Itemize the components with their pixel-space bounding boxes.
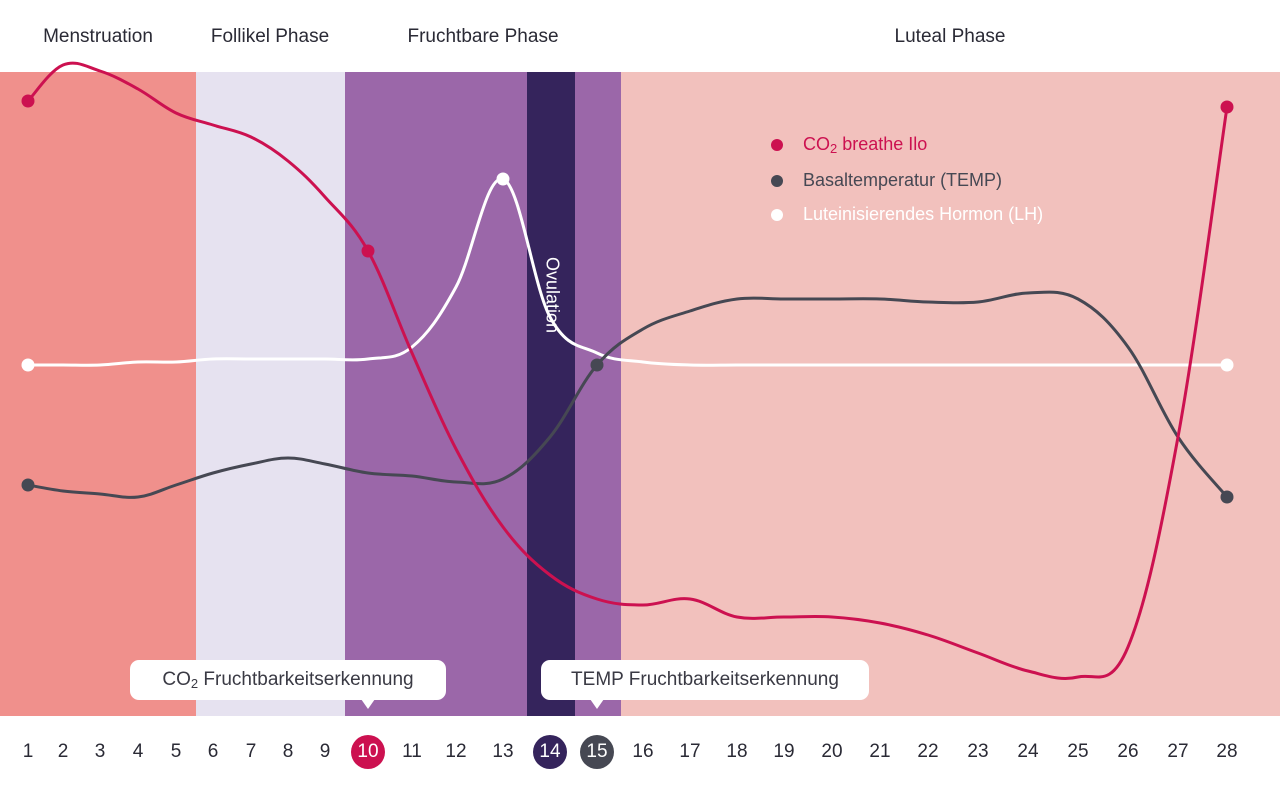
phase-band-1 bbox=[0, 72, 196, 716]
day-label-4: 4 bbox=[133, 741, 144, 762]
day-label-9: 9 bbox=[320, 741, 331, 762]
day-label-20: 20 bbox=[821, 741, 842, 762]
day-label-27: 27 bbox=[1167, 741, 1188, 762]
day-label-22: 22 bbox=[917, 741, 938, 762]
series-1-point-day-1 bbox=[21, 94, 35, 108]
phase-label-4: Luteal Phase bbox=[895, 26, 1006, 47]
callouts: CO2 Fruchtbarkeitserkennung TEMP Fruchtba… bbox=[130, 660, 869, 709]
callout-label-2: TEMP Fruchtbarkeitserkennung bbox=[571, 669, 839, 690]
series-3-point-day-1 bbox=[21, 358, 35, 372]
day-label-1: 1 bbox=[23, 741, 34, 762]
day-label-10: 10 bbox=[357, 741, 378, 762]
day-highlight-10 bbox=[351, 735, 385, 769]
day-highlight-15 bbox=[580, 735, 614, 769]
legend-entry-1: CO2 breathe Ilo bbox=[803, 134, 927, 157]
day-label-6: 6 bbox=[208, 741, 219, 762]
day-label-19: 19 bbox=[773, 741, 794, 762]
day-label-12: 12 bbox=[445, 741, 466, 762]
series-2-point-day-15 bbox=[590, 358, 604, 372]
x-axis-day-labels: 1 2 3 4 5 6 7 8 9 10 11 12 13 14 15 16 17 18 19 20 21 22 23 24 2… bbox=[23, 735, 1238, 769]
day-label-18: 18 bbox=[726, 741, 747, 762]
series-3-point-day-13 bbox=[496, 172, 510, 186]
callout-2: TEMP Fruchtbarkeitserkennung bbox=[541, 660, 869, 709]
day-label-2: 2 bbox=[58, 741, 69, 762]
phase-band-3 bbox=[345, 72, 621, 716]
ovulation-band bbox=[527, 72, 575, 716]
phase-label-3: Fruchtbare Phase bbox=[407, 26, 558, 47]
callout-1: CO2 Fruchtbarkeitserkennung bbox=[130, 660, 446, 709]
series-2-point-day-28 bbox=[1220, 490, 1234, 504]
callout-label-1: CO2 Fruchtbarkeitserkennung bbox=[162, 669, 413, 691]
day-label-16: 16 bbox=[632, 741, 653, 762]
day-label-21: 21 bbox=[869, 741, 890, 762]
day-label-17: 17 bbox=[679, 741, 700, 762]
legend-swatch-1 bbox=[771, 139, 783, 151]
day-label-23: 23 bbox=[967, 741, 988, 762]
phase-band-4 bbox=[621, 72, 1280, 716]
day-label-3: 3 bbox=[95, 741, 106, 762]
day-label-26: 26 bbox=[1117, 741, 1138, 762]
series-markers bbox=[21, 94, 1234, 504]
day-label-7: 7 bbox=[246, 741, 257, 762]
day-label-14: 14 bbox=[539, 741, 561, 762]
day-label-8: 8 bbox=[283, 741, 294, 762]
day-label-28: 28 bbox=[1216, 741, 1237, 762]
legend: CO2 breathe Ilo Basaltemperatur (TEMP) Lut… bbox=[771, 134, 1043, 224]
day-label-13: 13 bbox=[492, 741, 513, 762]
series-line-1 bbox=[26, 61, 1229, 680]
series-line-3 bbox=[26, 177, 1229, 367]
phase-labels: Menstruation Follikel Phase Fruchtbare Pha… bbox=[43, 26, 1005, 47]
series-3-point-day-28 bbox=[1220, 358, 1234, 372]
legend-swatch-3 bbox=[771, 209, 783, 221]
series-2-point-day-1 bbox=[21, 478, 35, 492]
phase-label-2: Follikel Phase bbox=[211, 26, 329, 47]
legend-entry-2: Basaltemperatur (TEMP) bbox=[803, 170, 1002, 190]
day-label-5: 5 bbox=[171, 741, 182, 762]
day-label-25: 25 bbox=[1067, 741, 1088, 762]
series-1-point-day-28 bbox=[1220, 100, 1234, 114]
legend-entry-3: Luteinisierendes Hormon (LH) bbox=[803, 204, 1043, 224]
series-line-2 bbox=[26, 290, 1229, 499]
series-lines bbox=[26, 61, 1229, 680]
day-label-11: 11 bbox=[402, 741, 422, 762]
series-1-point-day-10 bbox=[361, 244, 375, 258]
phase-label-1: Menstruation bbox=[43, 26, 153, 47]
phase-bands: Ovulation bbox=[0, 72, 1280, 716]
day-highlight-14 bbox=[533, 735, 567, 769]
phase-band-2 bbox=[196, 72, 345, 716]
day-label-24: 24 bbox=[1017, 741, 1039, 762]
day-label-15: 15 bbox=[586, 741, 607, 762]
legend-swatch-2 bbox=[771, 175, 783, 187]
